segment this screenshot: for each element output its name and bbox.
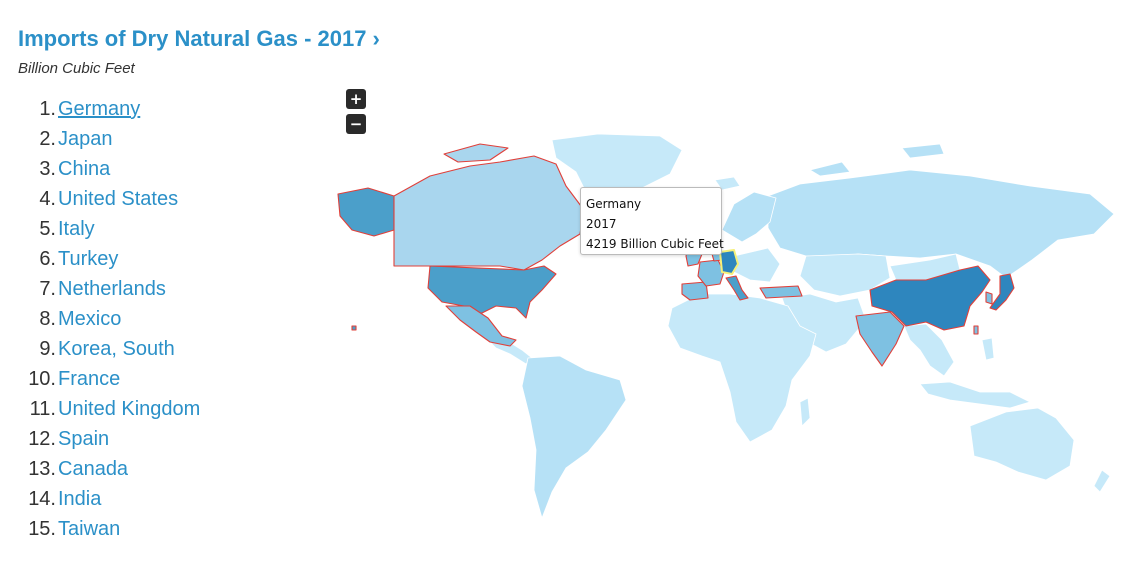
country-link-germany[interactable]: Germany (58, 98, 141, 120)
rank-number: 1. (39, 98, 56, 120)
list-item: 6. Turkey (18, 244, 200, 274)
rank-number: 3. (39, 158, 56, 180)
country-link-united-kingdom[interactable]: United Kingdom (58, 398, 201, 420)
list-item: 4. United States (18, 184, 200, 214)
country-link-spain[interactable]: Spain (58, 428, 110, 450)
region-arctic-islands[interactable] (809, 161, 851, 177)
region-spain[interactable] (681, 281, 709, 301)
list-item: 10. France (18, 364, 200, 394)
world-map (337, 133, 1115, 519)
region-alaska[interactable] (337, 187, 395, 237)
region-korea-south[interactable] (985, 291, 993, 305)
region-indonesia[interactable] (919, 381, 1031, 409)
list-item: 2. Japan (18, 124, 200, 154)
country-link-france[interactable]: France (58, 368, 121, 390)
zoom-out-button[interactable]: − (346, 114, 366, 134)
rank-number: 12. (28, 428, 56, 450)
country-link-united-states[interactable]: United States (58, 188, 179, 210)
region-madagascar[interactable] (799, 397, 811, 427)
region-hawaii[interactable] (351, 325, 357, 331)
region-canada[interactable] (393, 155, 585, 271)
country-link-korea-south[interactable]: Korea, South (58, 338, 175, 360)
region-australia[interactable] (969, 407, 1075, 481)
region-india[interactable] (855, 311, 905, 367)
tooltip-value: 4219 Billion Cubic Feet (586, 237, 724, 251)
region-germany[interactable] (719, 249, 739, 275)
rank-number: 6. (39, 248, 56, 270)
list-item: 3. China (18, 154, 200, 184)
region-southeast-asia[interactable] (903, 323, 955, 377)
region-south-america[interactable] (521, 355, 627, 519)
tooltip-country: Germany (586, 197, 642, 211)
region-taiwan[interactable] (973, 325, 979, 335)
map-tooltip: Germany 2017 4219 Billion Cubic Feet (580, 187, 724, 255)
list-item: 5. Italy (18, 214, 200, 244)
rank-number: 13. (28, 458, 56, 480)
region-united-states[interactable] (427, 265, 557, 319)
region-eastern-europe[interactable] (733, 247, 781, 283)
units-subtitle: Billion Cubic Feet (18, 60, 135, 77)
list-item: 13. Canada (18, 454, 200, 484)
rank-number: 15. (28, 518, 56, 540)
region-china[interactable] (869, 265, 991, 331)
region-scandinavia[interactable] (721, 191, 777, 243)
country-link-canada[interactable]: Canada (58, 458, 129, 480)
region-mexico[interactable] (445, 305, 517, 347)
rank-number: 7. (39, 278, 56, 300)
list-item: 14. India (18, 484, 200, 514)
country-link-japan[interactable]: Japan (58, 128, 113, 150)
region-japan[interactable] (989, 273, 1015, 311)
list-item: 15. Taiwan (18, 514, 200, 544)
region-new-zealand[interactable] (1093, 469, 1111, 493)
country-link-italy[interactable]: Italy (58, 218, 95, 240)
country-link-netherlands[interactable]: Netherlands (58, 278, 166, 300)
list-item: 8. Mexico (18, 304, 200, 334)
region-canada-arctic[interactable] (443, 143, 509, 163)
list-item: 9. Korea, South (18, 334, 200, 364)
region-arctic-islands-east[interactable] (901, 143, 945, 159)
country-link-turkey[interactable]: Turkey (58, 248, 119, 270)
ranking-list: 1. Germany 2. Japan 3. China 4. United State… (18, 94, 200, 544)
list-item: 11. United Kingdom (18, 394, 201, 424)
country-link-taiwan[interactable]: Taiwan (58, 518, 121, 540)
list-item: 12. Spain (18, 424, 200, 454)
region-iceland[interactable] (714, 176, 741, 191)
region-italy[interactable] (725, 275, 749, 301)
region-philippines[interactable] (981, 337, 995, 361)
page-title[interactable]: Imports of Dry Natural Gas - 2017 › (18, 26, 380, 51)
region-turkey[interactable] (759, 285, 803, 299)
rank-number: 5. (39, 218, 56, 240)
zoom-in-button[interactable]: + (346, 89, 366, 109)
rank-number: 9. (39, 338, 56, 360)
tooltip-year: 2017 (586, 217, 617, 231)
country-link-china[interactable]: China (58, 158, 111, 180)
rank-number: 11. (29, 398, 56, 420)
rank-number: 8. (39, 308, 56, 330)
rank-number: 4. (39, 188, 56, 210)
rank-number: 2. (39, 128, 56, 150)
country-link-mexico[interactable]: Mexico (58, 308, 122, 330)
list-item: 1. Germany (18, 94, 200, 124)
country-link-india[interactable]: India (58, 488, 102, 510)
rank-number: 14. (28, 488, 56, 510)
region-africa[interactable] (667, 293, 817, 443)
rank-number: 10. (28, 368, 56, 390)
list-item: 7. Netherlands (18, 274, 200, 304)
